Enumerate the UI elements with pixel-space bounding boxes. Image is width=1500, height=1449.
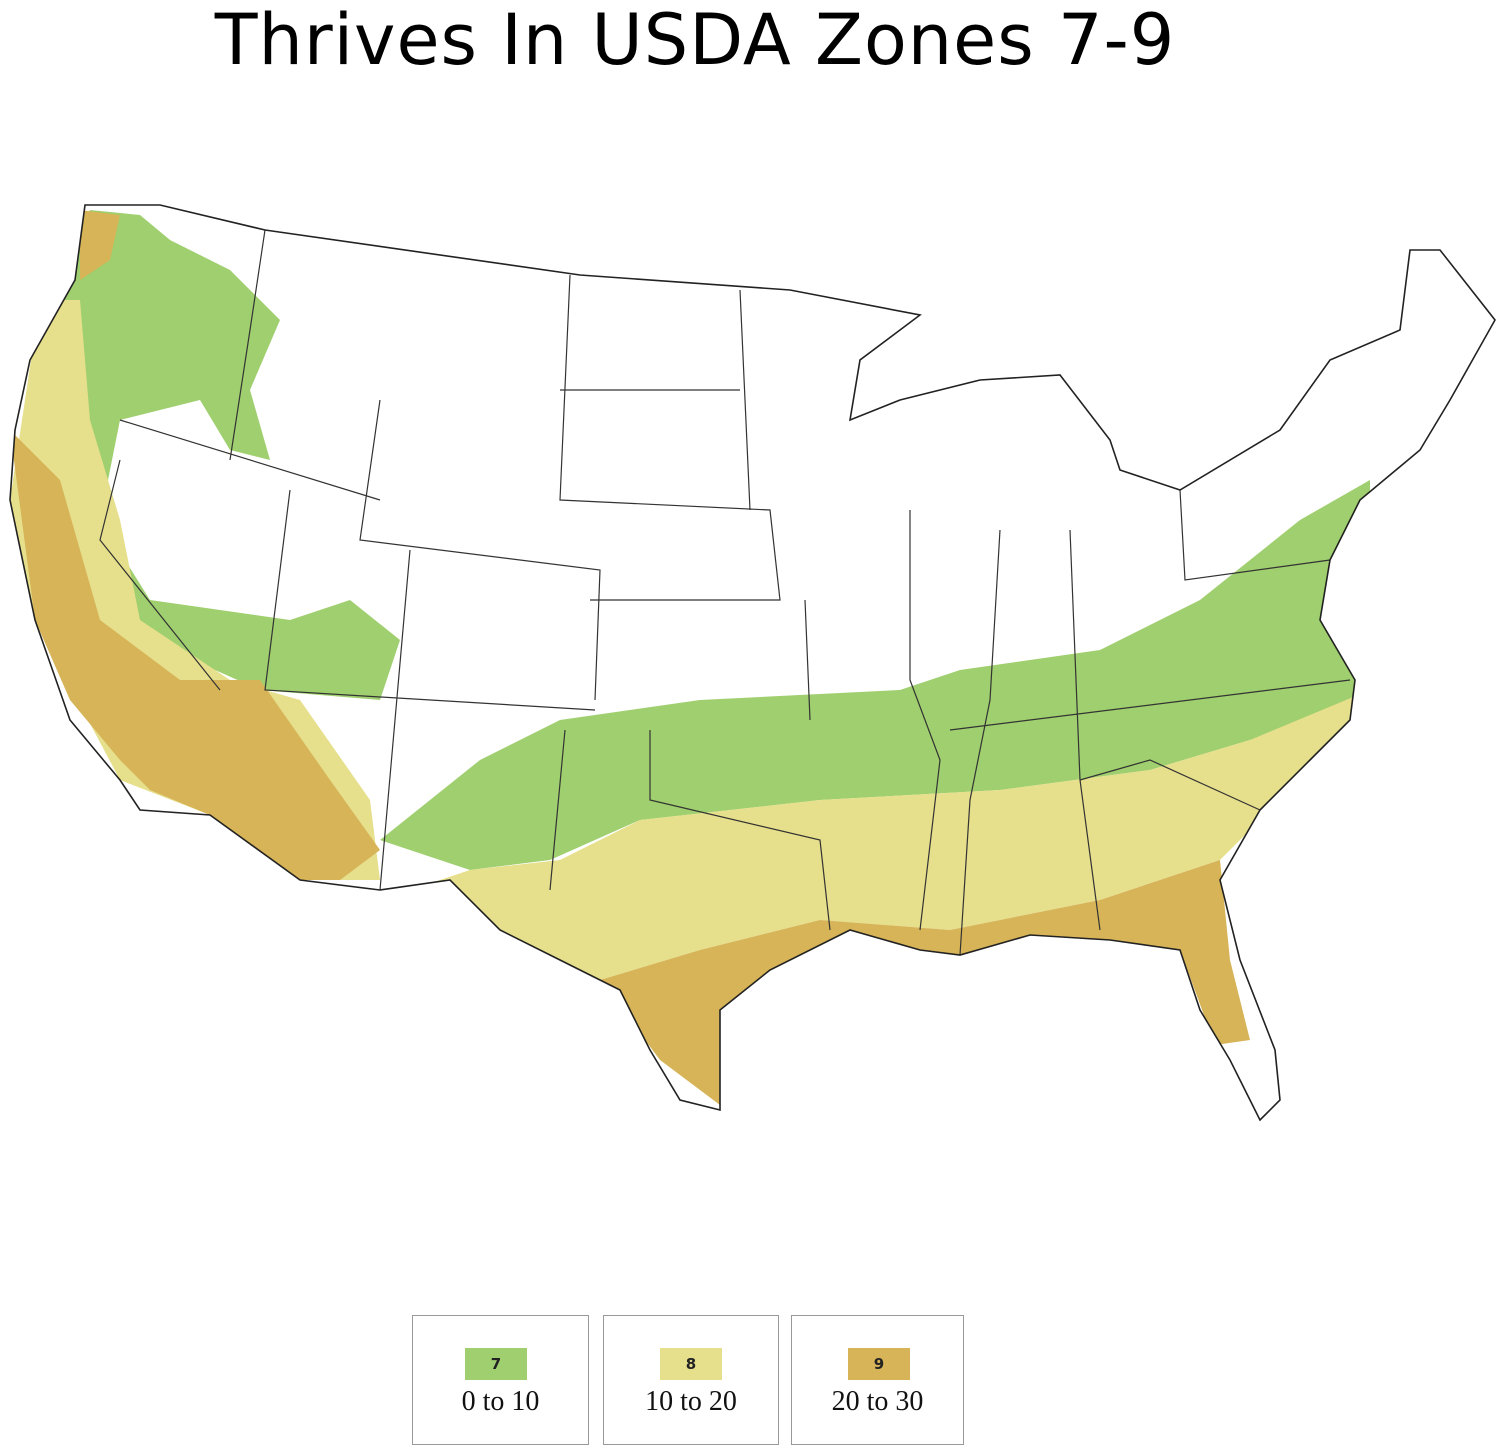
us-outline — [9, 204, 1496, 1122]
legend-item: 7 0 to 10 — [412, 1315, 589, 1445]
legend-swatch: 8 — [660, 1348, 722, 1380]
zone-9-area — [10, 430, 380, 880]
title: Thrives In USDA Zones 7-9 — [214, 0, 1176, 81]
legend-swatch: 7 — [465, 1348, 527, 1380]
zone-7-area — [380, 480, 1370, 870]
state-borders — [99, 229, 1351, 956]
zone-9-area — [600, 860, 1250, 1105]
legend-range: 0 to 10 — [461, 1386, 540, 1417]
legend-item: 9 20 to 30 — [791, 1315, 964, 1445]
legend-swatch: 9 — [848, 1348, 910, 1380]
legend-range: 10 to 20 — [645, 1386, 737, 1417]
zone-8-area — [380, 690, 1370, 980]
legend-item: 8 10 to 20 — [603, 1315, 779, 1445]
us-zone-map — [9, 204, 1496, 1122]
zone-9-area — [80, 210, 120, 280]
legend-range: 20 to 30 — [831, 1386, 924, 1417]
